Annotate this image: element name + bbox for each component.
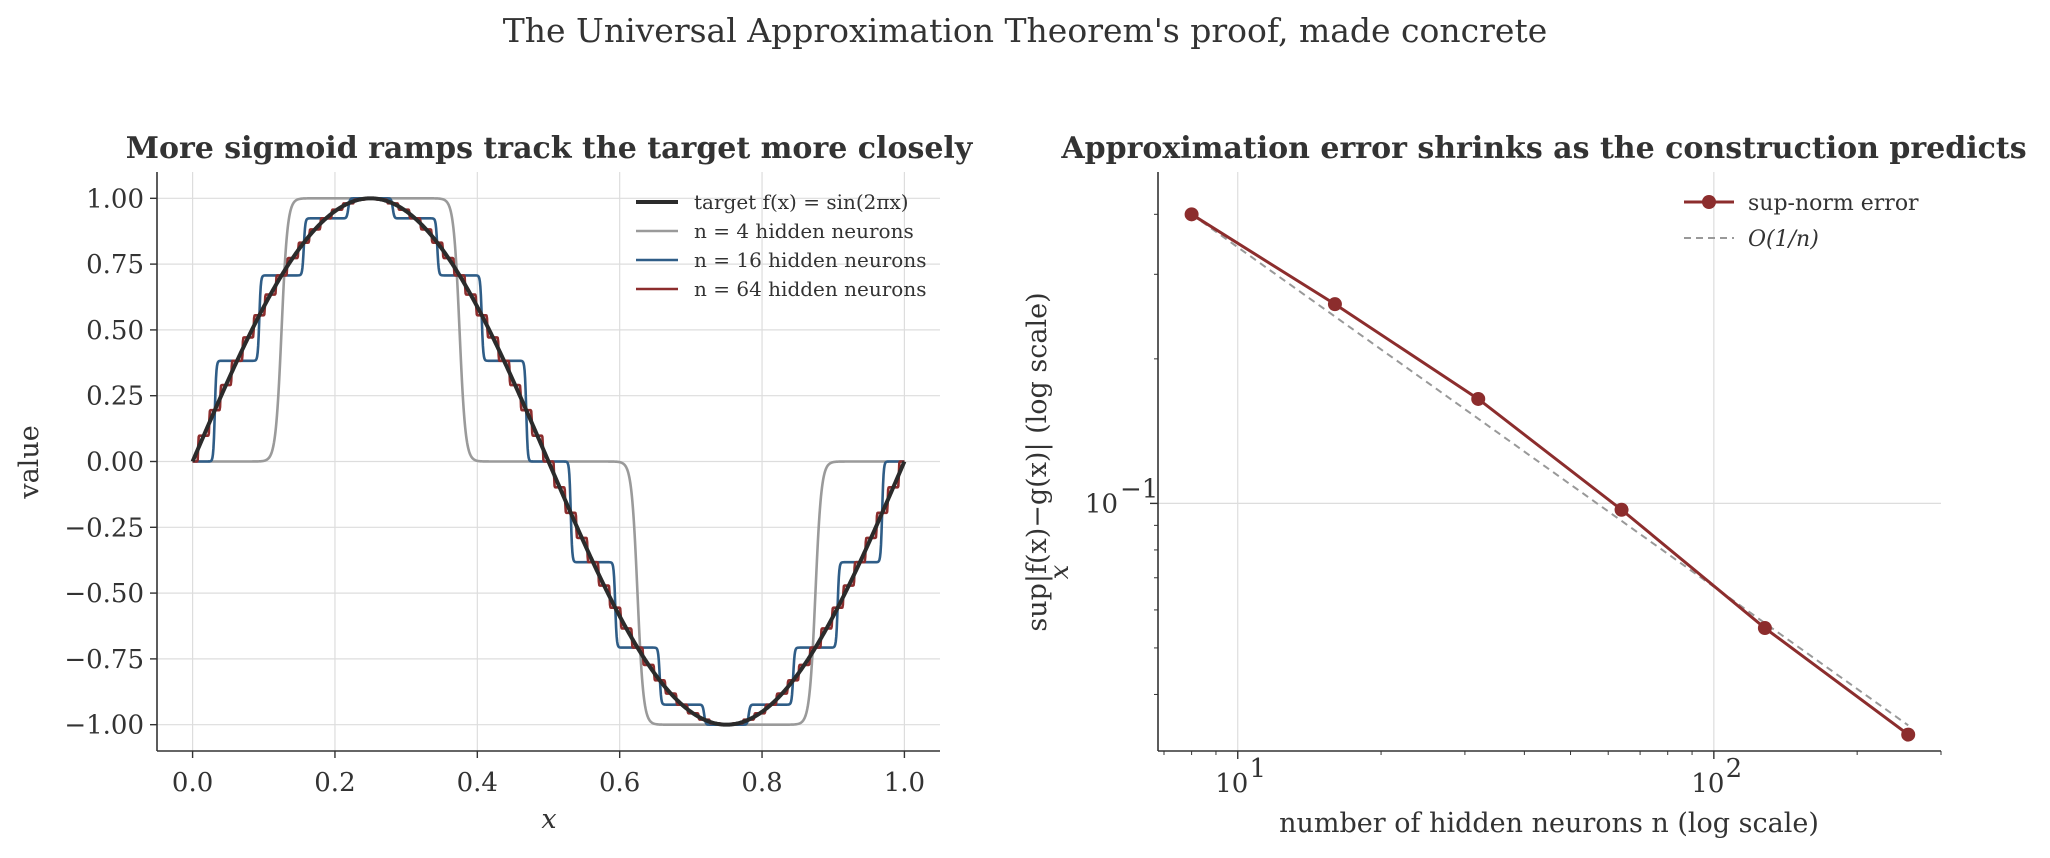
left-x-tick-label: 0.6	[599, 768, 640, 798]
left-y-tick-label: −1.00	[64, 711, 144, 741]
right-error-point	[1757, 621, 1772, 636]
figure-suptitle: The Universal Approximation Theorem's pr…	[503, 11, 1547, 50]
right-error-point	[1471, 391, 1486, 406]
left-legend-label: target f(x) = sin(2πx)	[694, 190, 909, 214]
left-y-tick-label: 0.75	[86, 250, 144, 280]
left-legend: target f(x) = sin(2πx) n = 4 hidden neuro…	[636, 190, 926, 301]
left-x-tick-label: 0.0	[172, 768, 213, 798]
right-grid	[1158, 172, 1941, 751]
left-y-tick-label: −0.25	[64, 513, 144, 543]
right-x-tick-exponent: 2	[1726, 754, 1743, 784]
left-y-tick-label: 0.25	[86, 382, 144, 412]
right-error-point	[1184, 207, 1199, 222]
right-legend-marker-error	[1702, 195, 1716, 209]
left-legend-label: n = 4 hidden neurons	[694, 219, 914, 243]
left-y-axis-label: value	[14, 425, 45, 499]
right-error-point	[1901, 727, 1916, 742]
right-error-line	[1190, 213, 1910, 736]
left-y-tick-label: 1.00	[86, 184, 144, 214]
left-ticks: 0.0 0.2 0.4 0.6 0.8 1.0 1.00 0.75 0.50 0.25 0.00 −0…	[64, 184, 925, 798]
right-x-tick-label: 10	[1691, 769, 1724, 799]
left-x-tick-label: 0.4	[457, 768, 498, 798]
right-legend: sup-norm error O(1/n)	[1684, 191, 1919, 252]
right-ticks: 10 1 10 210 −1	[1085, 213, 1942, 799]
right-y-axis-label-group: sup|f(x)−g(x)| (log scale) x	[1022, 292, 1075, 631]
left-legend-label: n = 16 hidden neurons	[694, 248, 926, 272]
left-y-tick-label: 0.00	[86, 448, 144, 478]
right-x-axis-label: number of hidden neurons n (log scale)	[1279, 808, 1819, 839]
left-x-axis-label: x	[541, 804, 556, 835]
right-x-tick-label: 10	[1215, 769, 1248, 799]
right-y-axis-label-sub: x	[1045, 564, 1075, 579]
right-y-axis-label: sup|f(x)−g(x)| (log scale)	[1022, 292, 1053, 631]
right-y-tick-label: 10	[1085, 489, 1118, 519]
right-series-lines	[1184, 207, 1916, 742]
left-x-tick-label: 0.8	[741, 768, 782, 798]
right-legend-label-error: sup-norm error	[1748, 191, 1919, 216]
right-legend-label-reference: O(1/n)	[1748, 227, 1819, 252]
left-legend-label: n = 64 hidden neurons	[694, 277, 926, 301]
left-series-line-0	[190, 196, 907, 727]
left-y-tick-label: −0.75	[64, 645, 144, 675]
left-x-tick-label: 0.2	[314, 768, 355, 798]
left-chart-title: More sigmoid ramps track the target more…	[126, 131, 974, 166]
left-x-tick-label: 1.0	[884, 768, 925, 798]
right-reference-line	[1191, 213, 1909, 727]
left-series-lines	[190, 196, 907, 727]
right-chart: Approximation error shrinks as the const…	[1022, 131, 2027, 839]
right-error-point	[1614, 502, 1629, 517]
right-x-tick-exponent: 1	[1249, 754, 1266, 784]
right-y-tick-exponent: −1	[1120, 474, 1158, 504]
left-y-tick-label: −0.50	[64, 579, 144, 609]
left-chart: More sigmoid ramps track the target more…	[14, 131, 974, 835]
right-chart-title: Approximation error shrinks as the const…	[1060, 131, 2026, 166]
right-error-point	[1327, 297, 1342, 312]
left-y-tick-label: 0.50	[86, 316, 144, 346]
